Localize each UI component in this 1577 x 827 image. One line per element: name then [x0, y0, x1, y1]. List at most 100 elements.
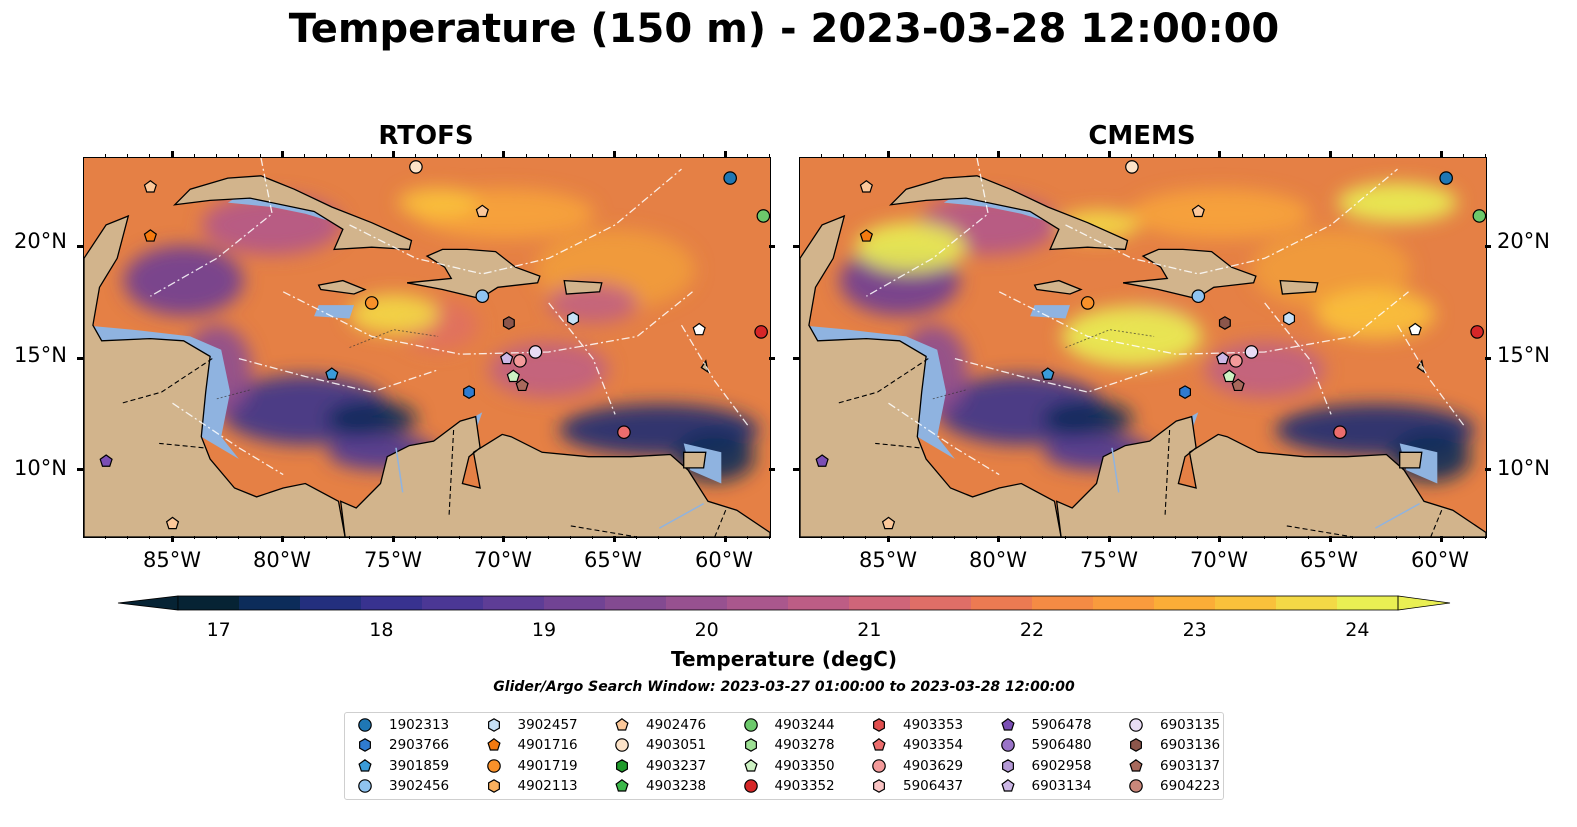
float-marker	[1439, 171, 1453, 185]
page-title: Temperature (150 m) - 2023-03-28 12:00:0…	[288, 6, 1280, 52]
lon-label-75w: 75°W	[364, 548, 422, 572]
land-puertoRico	[563, 279, 603, 295]
axis-minor-tick	[304, 154, 306, 157]
axis-tick	[1485, 245, 1491, 249]
axis-minor-tick	[1175, 154, 1177, 157]
axis-minor-tick	[149, 536, 151, 539]
lon-label-70w: 70°W	[474, 548, 532, 572]
float-marker	[1080, 296, 1095, 310]
legend-item: 4901719	[486, 756, 578, 776]
axis-minor-tick	[1219, 154, 1221, 157]
float-marker	[617, 425, 631, 440]
pentagon-marker-icon	[872, 738, 886, 751]
axis-tick	[391, 536, 395, 542]
legend-item: 4901716	[486, 735, 578, 755]
axis-minor-tick	[414, 536, 416, 539]
colorbar-segment	[300, 596, 362, 610]
lat-label-15n-right: 15°N	[1497, 343, 1550, 367]
float-marker	[1231, 378, 1245, 392]
axis-minor-tick	[1396, 154, 1398, 157]
axis-minor-tick	[437, 536, 439, 539]
axis-minor-tick	[1418, 536, 1420, 539]
colorbar-segment	[544, 596, 606, 610]
legend-item: 5906480	[1000, 735, 1092, 755]
axis-minor-tick	[887, 536, 889, 539]
float-marker	[475, 289, 490, 304]
axis-tick	[793, 356, 799, 360]
pentagon-marker-icon	[486, 738, 501, 751]
pentagon-marker-icon	[1000, 778, 1015, 792]
axis-minor-tick	[1064, 536, 1066, 539]
axis-minor-tick	[931, 536, 933, 539]
lon-label-70w-b: 70°W	[1190, 548, 1248, 572]
axis-minor-tick	[149, 154, 151, 157]
legend-label: 3901859	[389, 757, 450, 774]
float-marker	[1472, 209, 1486, 223]
float-marker	[1041, 367, 1055, 380]
axis-minor-tick	[1285, 536, 1287, 539]
pentagon-marker-icon	[1000, 718, 1015, 731]
legend-label: 4903244	[774, 717, 835, 733]
pentagon-marker-icon	[1129, 758, 1143, 772]
axis-minor-tick	[414, 154, 416, 157]
colorbar-segment	[422, 596, 484, 610]
legend-label: 4903051	[646, 737, 707, 754]
hexagon-marker-icon	[744, 738, 757, 753]
land-centralAmerica	[84, 214, 346, 537]
land-southAmerica	[339, 415, 770, 537]
legend-item: 6903137	[1128, 756, 1220, 776]
float-marker	[1179, 385, 1192, 399]
map-cmems	[799, 157, 1487, 538]
land-southAmerica	[1055, 415, 1486, 537]
float-marker	[364, 296, 379, 310]
axis-minor-tick	[1219, 536, 1221, 539]
axis-tick	[1107, 536, 1111, 542]
axis-minor-tick	[481, 536, 483, 539]
lon-label-60w-b: 60°W	[1411, 548, 1469, 572]
axis-minor-tick	[105, 536, 107, 539]
float-marker	[143, 180, 157, 193]
circle-marker-icon	[743, 718, 758, 732]
axis-minor-tick	[237, 536, 239, 539]
axis-tick	[1218, 536, 1222, 542]
axis-tick	[1329, 536, 1333, 542]
axis-minor-tick	[1374, 536, 1376, 539]
legend-item: 6904223	[1128, 776, 1220, 796]
float-marker	[1229, 354, 1243, 368]
axis-minor-tick	[1241, 536, 1243, 539]
axis-tick	[77, 468, 83, 472]
legend-label: 4903354	[903, 737, 964, 754]
panel-title-rtofs: RTOFS	[378, 121, 474, 151]
axis-minor-tick	[1330, 154, 1332, 157]
colorbar-tick-label: 18	[369, 619, 394, 641]
axis-minor-tick	[746, 536, 748, 539]
colorbar-segment	[178, 596, 240, 610]
circle-marker-icon	[872, 758, 886, 773]
axis-minor-tick	[127, 154, 129, 157]
axis-minor-tick	[1153, 154, 1155, 157]
axis-minor-tick	[1440, 154, 1442, 157]
axis-minor-tick	[702, 154, 704, 157]
axis-minor-tick	[1020, 154, 1022, 157]
axis-minor-tick	[702, 536, 704, 539]
lat-label-20n: 20°N	[14, 229, 67, 253]
legend-item: 3902457	[486, 715, 578, 735]
colorbar-segment	[483, 596, 545, 610]
legend-item: 4903051	[614, 735, 706, 755]
float-marker	[463, 385, 476, 399]
axis-minor-tick	[931, 154, 933, 157]
legend-label: 6903135	[1160, 717, 1221, 733]
axis-tick	[1439, 536, 1443, 542]
legend-label: 4903350	[774, 757, 835, 774]
circle-marker-icon	[615, 738, 629, 753]
legend-label: 2903766	[389, 737, 450, 754]
colorbar-tick-label: 24	[1345, 619, 1370, 641]
lon-label-75w-b: 75°W	[1080, 548, 1138, 572]
colorbar-segment	[1337, 596, 1399, 610]
axis-minor-tick	[821, 154, 823, 157]
legend-item: 4903352	[743, 776, 835, 796]
axis-minor-tick	[569, 154, 571, 157]
colorbar	[117, 595, 1451, 611]
axis-minor-tick	[1307, 154, 1309, 157]
legend-label: 6903134	[1031, 777, 1092, 794]
